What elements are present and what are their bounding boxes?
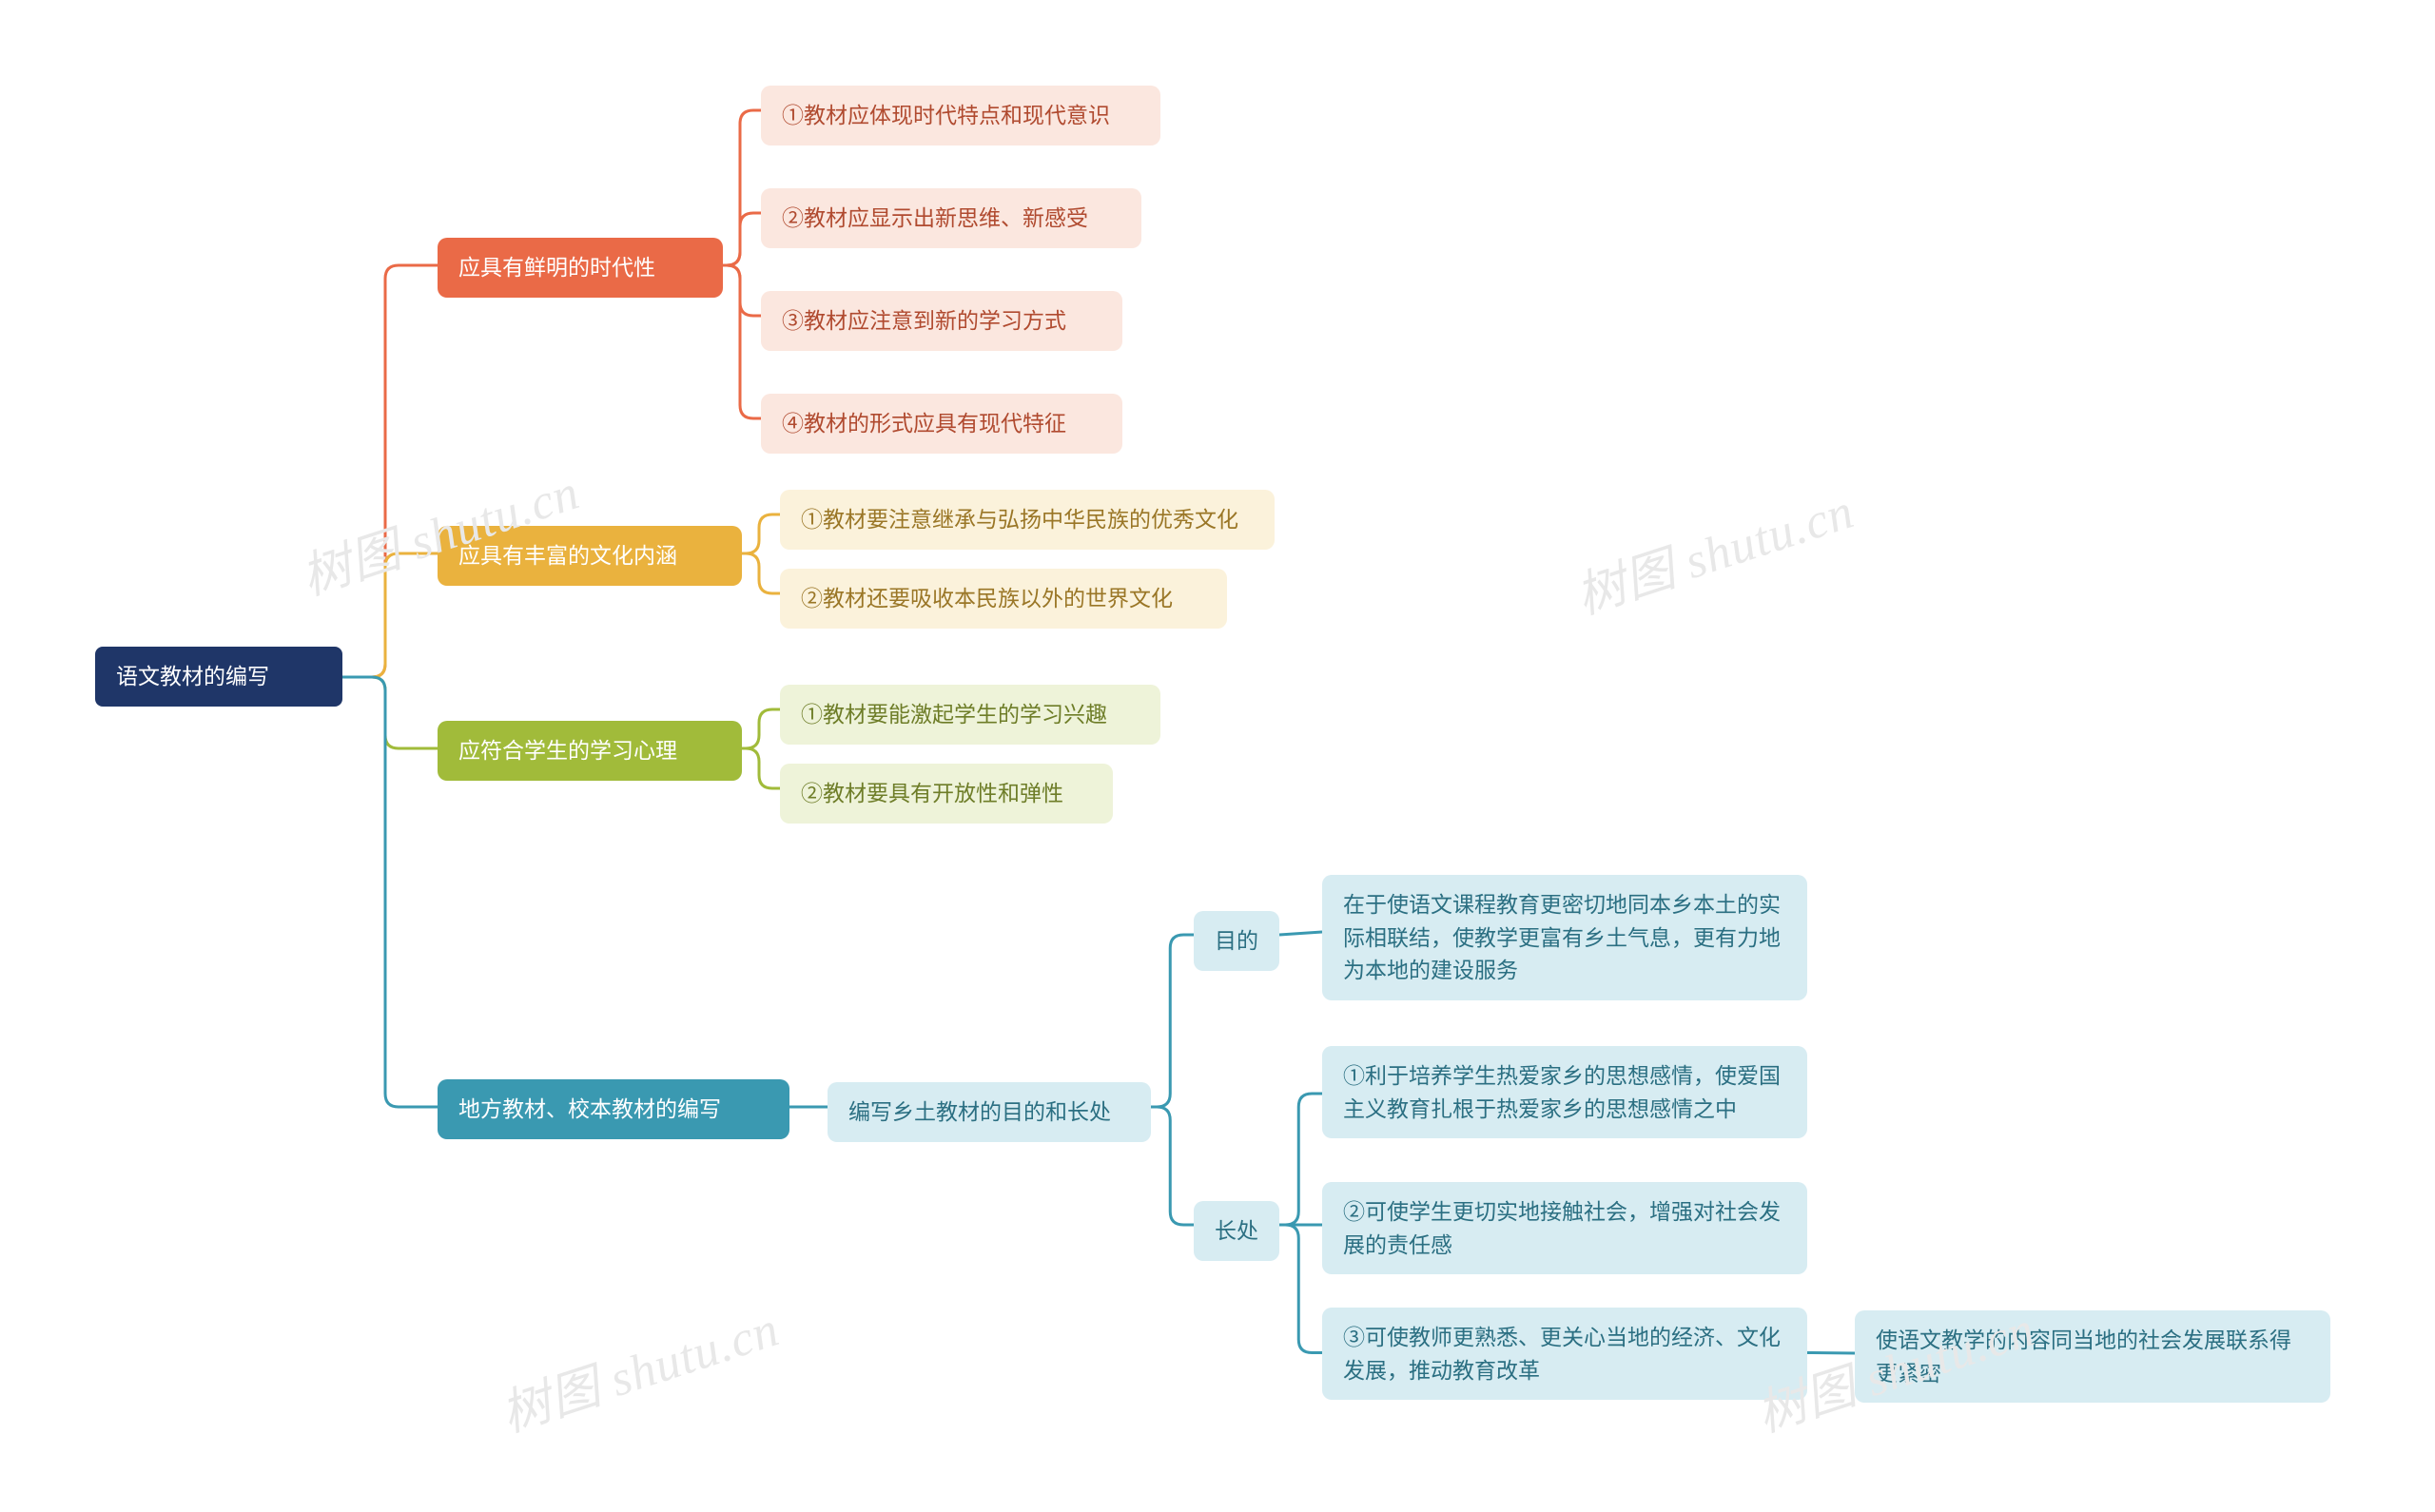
node-label: ①教材要注意继承与弘扬中华民族的优秀文化 bbox=[801, 507, 1238, 532]
connector-layer bbox=[0, 0, 2435, 1512]
edge bbox=[342, 265, 438, 677]
edge bbox=[742, 748, 780, 788]
node-adv3: ③可使教师更熟悉、更关心当地的经济、文化发展，推动教育改革 bbox=[1322, 1308, 1807, 1400]
edge bbox=[1807, 1353, 1855, 1354]
node-label: 应具有鲜明的时代性 bbox=[458, 255, 655, 280]
node-root: 语文教材的编写 bbox=[95, 647, 342, 707]
node-label: ②可使学生更切实地接触社会，增强对社会发展的责任感 bbox=[1343, 1199, 1781, 1257]
node-label: ②教材应显示出新思维、新感受 bbox=[782, 205, 1088, 230]
node-b2c1: ①教材要注意继承与弘扬中华民族的优秀文化 bbox=[780, 490, 1275, 550]
edge bbox=[742, 553, 780, 593]
edge bbox=[1279, 1225, 1322, 1353]
node-b4c: 编写乡土教材的目的和长处 bbox=[828, 1082, 1151, 1142]
node-label: ③可使教师更熟悉、更关心当地的经济、文化发展，推动教育改革 bbox=[1343, 1325, 1781, 1383]
node-adv3b: 使语文教学的内容同当地的社会发展联系得更紧密 bbox=[1855, 1310, 2330, 1403]
node-label: ③教材应注意到新的学习方式 bbox=[782, 308, 1066, 333]
edge bbox=[342, 553, 438, 677]
node-adv1: ①利于培养学生热爱家乡的思想感情，使爱国主义教育扎根于热爱家乡的思想感情之中 bbox=[1322, 1046, 1807, 1138]
node-label: 应具有丰富的文化内涵 bbox=[458, 543, 677, 568]
node-label: ①教材应体现时代特点和现代意识 bbox=[782, 103, 1110, 127]
node-label: ①利于培养学生热爱家乡的思想感情，使爱国主义教育扎根于热爱家乡的思想感情之中 bbox=[1343, 1063, 1781, 1121]
node-b3c2: ②教材要具有开放性和弹性 bbox=[780, 764, 1113, 824]
edge bbox=[1151, 1107, 1194, 1225]
node-label: 在于使语文课程教育更密切地同本乡本土的实际相联结，使教学更富有乡土气息，更有力地… bbox=[1343, 892, 1781, 982]
edge bbox=[723, 265, 761, 316]
node-b2: 应具有丰富的文化内涵 bbox=[438, 526, 742, 586]
node-b4: 地方教材、校本教材的编写 bbox=[438, 1079, 789, 1139]
node-purT: 在于使语文课程教育更密切地同本乡本土的实际相联结，使教学更富有乡土气息，更有力地… bbox=[1322, 875, 1807, 1000]
node-b3: 应符合学生的学习心理 bbox=[438, 721, 742, 781]
node-label: 编写乡土教材的目的和长处 bbox=[848, 1099, 1111, 1124]
edge bbox=[1151, 935, 1194, 1107]
node-label: ②教材要具有开放性和弹性 bbox=[801, 781, 1063, 805]
edge bbox=[742, 709, 780, 748]
node-b3c1: ①教材要能激起学生的学习兴趣 bbox=[780, 685, 1160, 745]
edge bbox=[342, 677, 438, 1107]
node-b1c4: ④教材的形式应具有现代特征 bbox=[761, 394, 1122, 454]
node-b1c2: ②教材应显示出新思维、新感受 bbox=[761, 188, 1141, 248]
node-label: ②教材还要吸收本民族以外的世界文化 bbox=[801, 586, 1173, 611]
watermark: 树图 shutu.cn bbox=[1566, 471, 1861, 628]
node-pur: 目的 bbox=[1194, 911, 1279, 971]
node-label: ①教材要能激起学生的学习兴趣 bbox=[801, 702, 1107, 727]
node-b2c2: ②教材还要吸收本民族以外的世界文化 bbox=[780, 569, 1227, 629]
node-b1c3: ③教材应注意到新的学习方式 bbox=[761, 291, 1122, 351]
edge bbox=[723, 213, 761, 265]
node-b1: 应具有鲜明的时代性 bbox=[438, 238, 723, 298]
node-adv2: ②可使学生更切实地接触社会，增强对社会发展的责任感 bbox=[1322, 1182, 1807, 1274]
node-adv: 长处 bbox=[1194, 1201, 1279, 1261]
edge bbox=[723, 110, 761, 265]
node-label: 语文教材的编写 bbox=[116, 664, 269, 688]
edge bbox=[342, 677, 438, 748]
node-label: 地方教材、校本教材的编写 bbox=[458, 1096, 721, 1121]
node-b1c1: ①教材应体现时代特点和现代意识 bbox=[761, 86, 1160, 145]
node-label: 应符合学生的学习心理 bbox=[458, 738, 677, 763]
watermark: 树图 shutu.cn bbox=[491, 1289, 787, 1445]
node-label: 使语文教学的内容同当地的社会发展联系得更紧密 bbox=[1876, 1328, 2291, 1386]
edge bbox=[1279, 1094, 1322, 1225]
edge bbox=[1279, 932, 1322, 935]
edge bbox=[742, 514, 780, 553]
node-label: 目的 bbox=[1215, 928, 1258, 953]
edge bbox=[723, 265, 761, 418]
node-label: ④教材的形式应具有现代特征 bbox=[782, 411, 1066, 436]
node-label: 长处 bbox=[1215, 1218, 1258, 1243]
